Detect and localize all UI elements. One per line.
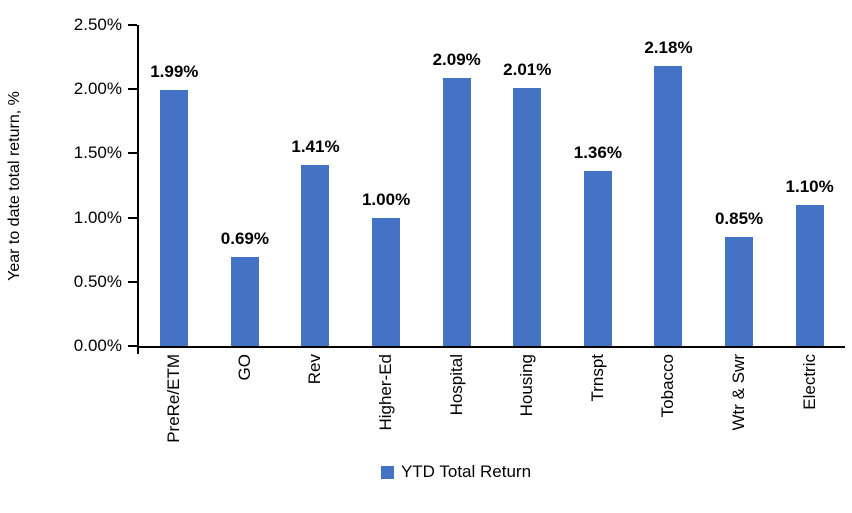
bar-value-label: 1.36%: [573, 143, 622, 163]
x-axis-label: Housing: [517, 354, 537, 417]
x-axis-label-slot: PreRe/ETM: [139, 354, 210, 460]
x-axis-label: GO: [234, 354, 254, 381]
x-axis-label: Electric: [799, 354, 819, 410]
bar-value-label: 2.18%: [644, 38, 693, 58]
bar-series: 1.99% 0.69% 1.41% 1.00% 2.09% 2.01% 1.36% 2.18%…: [139, 25, 845, 346]
x-axis-label: Rev: [305, 354, 325, 385]
x-axis-label: Higher-Ed: [376, 354, 396, 431]
bar: [372, 217, 401, 346]
y-axis-tick-label: 1.00%: [73, 207, 122, 227]
y-axis-tick-label: 0.00%: [73, 336, 122, 355]
legend-label: YTD Total Return: [400, 462, 532, 481]
bar: [795, 204, 824, 346]
bar-value-label: 1.99%: [150, 62, 199, 82]
x-axis-label-slot: GO: [210, 354, 281, 460]
bar-slot: 1.99%: [139, 25, 210, 346]
bar-value-label: 2.01%: [503, 59, 552, 79]
y-axis-tick: [128, 280, 137, 283]
y-axis-tick-label: 1.50%: [73, 143, 122, 163]
bar-value-label: 2.09%: [432, 49, 481, 69]
bar-slot: 2.18%: [633, 25, 704, 346]
bar-slot: 0.69%: [210, 25, 281, 346]
bar: [513, 87, 542, 346]
bar: [442, 77, 471, 346]
x-axis-label: Wtr & Swr: [729, 354, 749, 431]
x-axis-label-slot: Trnspt: [563, 354, 634, 460]
x-axis-corner-tick: [137, 348, 139, 354]
y-axis-tick: [128, 152, 137, 155]
bar-slot: 1.41%: [280, 25, 351, 346]
y-axis-tick: [128, 88, 137, 91]
x-axis-labels: PreRe/ETM GO Rev Higher-Ed Hospital Housing Tr…: [139, 354, 845, 460]
bar-slot: 2.01%: [492, 25, 563, 346]
bar-value-label: 0.69%: [220, 229, 269, 249]
legend-marker-icon: [380, 465, 394, 479]
y-axis-tick: [128, 345, 137, 347]
x-axis-label-slot: Electric: [774, 354, 845, 460]
x-axis-label-slot: Rev: [280, 354, 351, 460]
y-axis-tick-label: 2.00%: [73, 79, 122, 99]
bar: [654, 66, 683, 346]
bar: [725, 236, 754, 346]
bar-value-label: 1.41%: [291, 136, 340, 156]
y-axis-tick: [128, 216, 137, 219]
plot-area: 0.00% 0.50% 1.00% 1.50% 2.00% 2.50% 1.99% 0.69…: [74, 15, 845, 355]
bar-value-label: 1.00%: [361, 189, 411, 209]
x-axis-label-slot: Hospital: [421, 354, 492, 460]
bar-slot: 0.85%: [704, 25, 775, 346]
bar-slot: 1.36%: [563, 25, 634, 346]
bar-value-label: 0.85%: [714, 208, 764, 228]
y-axis-tick: [128, 24, 137, 26]
x-axis-label: Tobacco: [658, 354, 678, 418]
x-axis-label-slot: Wtr & Swr: [704, 354, 775, 460]
bar-value-label: 1.10%: [785, 176, 834, 196]
y-axis-title: Year to date total return, %: [6, 91, 23, 281]
x-axis-label-slot: Tobacco: [633, 354, 704, 460]
x-axis-label-slot: Housing: [492, 354, 563, 460]
x-axis-label: Hospital: [446, 354, 466, 416]
x-axis-label-slot: Higher-Ed: [351, 354, 422, 460]
bar-slot: 2.09%: [421, 25, 492, 346]
bar: [301, 164, 330, 346]
bar: [160, 90, 189, 346]
y-axis-tick-label: 0.50%: [73, 271, 122, 291]
bar: [583, 171, 612, 346]
y-axis-tick-label: 2.50%: [73, 15, 122, 34]
bar-slot: 1.10%: [774, 25, 845, 346]
bar: [230, 257, 259, 346]
x-axis-label: PreRe/ETM: [164, 354, 184, 443]
legend: YTD Total Return: [380, 462, 532, 482]
bar-slot: 1.00%: [351, 25, 422, 346]
x-axis-label: Trnspt: [587, 354, 607, 402]
